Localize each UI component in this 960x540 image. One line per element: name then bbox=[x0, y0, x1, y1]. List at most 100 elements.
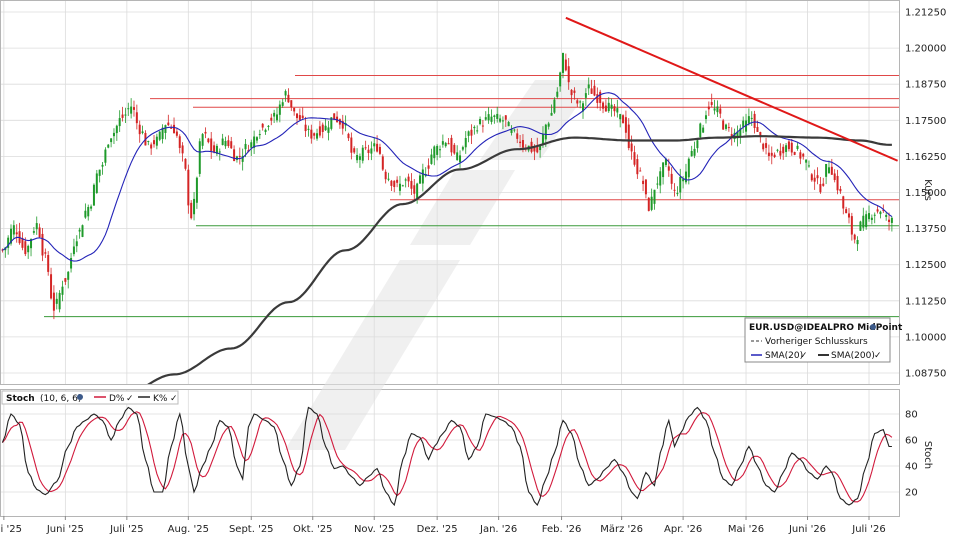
candle bbox=[653, 189, 656, 204]
candle bbox=[536, 145, 539, 153]
candle bbox=[110, 138, 113, 143]
candle bbox=[155, 136, 158, 146]
y-tick-label: 1.11250 bbox=[905, 296, 946, 307]
candle bbox=[759, 132, 762, 138]
candle bbox=[733, 132, 736, 140]
y-tick-label: 1.10000 bbox=[905, 332, 946, 343]
y-tick-label: 1.08750 bbox=[905, 369, 946, 380]
stoch-y-title: Stoch bbox=[922, 441, 933, 469]
candle bbox=[101, 164, 104, 167]
candle bbox=[221, 138, 224, 145]
candle bbox=[453, 144, 456, 154]
candle bbox=[596, 94, 599, 103]
stoch-legend: Stoch (10, 6, 6) D% ✓ K% ✓ bbox=[1, 390, 179, 405]
candle bbox=[570, 89, 573, 96]
candle bbox=[67, 271, 70, 280]
candle bbox=[416, 183, 419, 199]
candle bbox=[664, 158, 667, 166]
candle bbox=[287, 94, 290, 103]
legend-gear-icon[interactable] bbox=[870, 324, 876, 330]
candle bbox=[264, 129, 267, 132]
candle bbox=[624, 117, 627, 133]
candle bbox=[501, 120, 504, 122]
candle bbox=[167, 122, 170, 126]
candle bbox=[662, 162, 665, 178]
candle bbox=[467, 131, 470, 136]
candle bbox=[164, 125, 167, 133]
candle bbox=[816, 175, 819, 179]
candle bbox=[215, 145, 218, 154]
candle bbox=[876, 209, 879, 212]
candle bbox=[104, 149, 107, 163]
candle bbox=[610, 104, 613, 109]
stoch-check-icon[interactable]: ✓ bbox=[126, 394, 134, 404]
candle bbox=[158, 131, 161, 140]
candle bbox=[539, 144, 542, 151]
candle bbox=[35, 223, 38, 230]
stoch-check-icon[interactable]: ✓ bbox=[170, 394, 178, 404]
legend-title: EUR.USD@IDEALPRO MidPoint bbox=[749, 323, 903, 333]
x-tick-label: Juni '25 bbox=[46, 524, 84, 535]
candle bbox=[170, 127, 173, 129]
candle bbox=[153, 140, 156, 145]
stoch-tick-label: 40 bbox=[905, 462, 918, 473]
candle bbox=[118, 118, 121, 127]
candle bbox=[44, 252, 47, 254]
candle bbox=[15, 232, 18, 235]
candle bbox=[670, 173, 673, 184]
candle bbox=[836, 175, 839, 191]
legend-check-icon[interactable]: ✓ bbox=[800, 351, 808, 361]
candle bbox=[204, 131, 207, 134]
candle bbox=[713, 108, 716, 111]
candle bbox=[687, 158, 690, 178]
candle bbox=[516, 133, 519, 139]
candle bbox=[310, 129, 313, 139]
candle bbox=[313, 133, 316, 136]
horizontal-levels bbox=[44, 75, 899, 318]
candle bbox=[393, 180, 396, 188]
stoch-gear-icon[interactable] bbox=[77, 394, 83, 400]
candle bbox=[613, 106, 616, 112]
candle bbox=[218, 151, 221, 153]
x-tick-label: Feb. '26 bbox=[542, 524, 582, 535]
candle bbox=[161, 127, 164, 140]
candle bbox=[450, 137, 453, 153]
candle bbox=[802, 153, 805, 157]
candle bbox=[258, 134, 261, 136]
candle bbox=[873, 214, 876, 216]
candle bbox=[696, 140, 699, 149]
y-tick-label: 1.13750 bbox=[905, 224, 946, 235]
candle bbox=[55, 298, 58, 304]
x-tick-label: Dez. '25 bbox=[417, 524, 458, 535]
candle bbox=[862, 215, 865, 228]
candle bbox=[273, 112, 276, 117]
candle bbox=[384, 171, 387, 180]
candle bbox=[633, 152, 636, 165]
candle bbox=[84, 210, 87, 218]
y-tick-label: 1.21250 bbox=[905, 8, 946, 19]
candle bbox=[584, 93, 587, 98]
y-tick-label: 1.15000 bbox=[905, 188, 946, 199]
candle bbox=[290, 100, 293, 108]
legend-check-icon[interactable]: ✓ bbox=[874, 351, 882, 361]
candle bbox=[181, 145, 184, 154]
candle bbox=[564, 59, 567, 71]
candle bbox=[233, 149, 236, 162]
candle bbox=[822, 183, 825, 186]
candle bbox=[378, 146, 381, 154]
candle bbox=[173, 124, 176, 134]
candle bbox=[850, 216, 853, 235]
candle bbox=[132, 107, 135, 110]
x-tick-label: Sept. '25 bbox=[229, 524, 274, 535]
candle bbox=[58, 292, 61, 310]
candle bbox=[353, 148, 356, 153]
x-tick-label: Apr. '26 bbox=[664, 524, 702, 535]
candle bbox=[856, 239, 859, 245]
stoch-d-line bbox=[1, 411, 893, 503]
candle bbox=[553, 99, 556, 113]
x-tick-label: Juni '26 bbox=[788, 524, 826, 535]
x-tick-label: Jan. '26 bbox=[479, 524, 517, 535]
candle bbox=[762, 143, 765, 150]
candle bbox=[473, 126, 476, 129]
x-tick-label: Okt. '25 bbox=[293, 524, 332, 535]
